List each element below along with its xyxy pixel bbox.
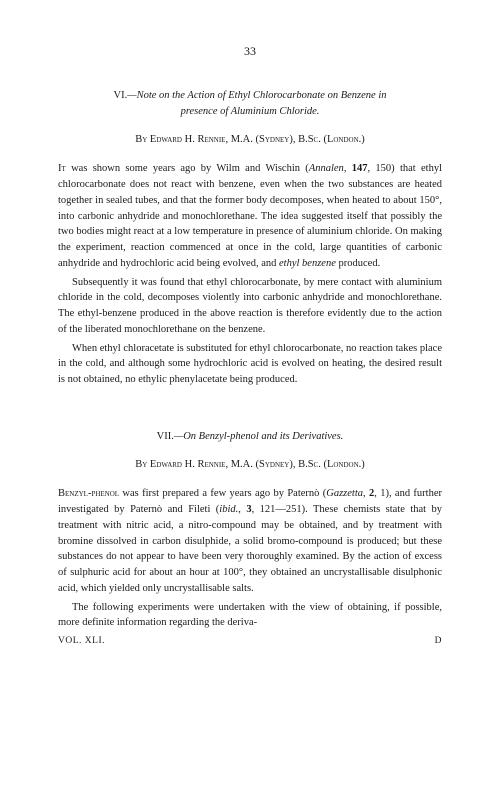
a2p1-b: was first prepared a few years ago by Pa… xyxy=(119,488,326,499)
section-gap xyxy=(58,391,442,429)
article-1-credentials: M.A. (Sydney), B.Sc. (London.) xyxy=(228,134,365,145)
article-1-title-line1: Note on the Action of Ethyl Chlorocarbon… xyxy=(137,90,387,101)
footer-left: VOL. XLI. xyxy=(58,634,105,648)
page-number: 33 xyxy=(58,42,442,60)
para1-journal: Annalen xyxy=(309,163,344,174)
a2p1-f: , 121—251). These chemists state that by… xyxy=(58,504,442,594)
para1-cont: , xyxy=(344,163,352,174)
para1-fin: produced. xyxy=(336,258,380,269)
article-1-title-line2: presence of Aluminium Chloride. xyxy=(181,106,320,117)
a2p1-j2: ibid. xyxy=(219,504,238,515)
article-2-para-1: Benzyl-phenol was first prepared a few y… xyxy=(58,486,442,596)
para1-end: , 150) that ethyl chlorocarbonate does n… xyxy=(58,163,442,269)
para1-body: was shown some years ago by Wilm and Wis… xyxy=(66,163,309,174)
article-1-author: By Edward H. Rennie, M.A. (Sydney), B.Sc… xyxy=(58,132,442,148)
article-1-number: VI. xyxy=(114,90,128,101)
a2p1-j1: Gazzetta xyxy=(326,488,363,499)
page-container: 33 VI.—Note on the Action of Ethyl Chlor… xyxy=(0,0,500,668)
article-2-author-name: Edward H. Rennie, xyxy=(150,459,228,470)
article-2-by: By xyxy=(135,459,150,470)
article-1-by: By xyxy=(135,134,150,145)
article-2-number: VII. xyxy=(157,431,174,442)
para1-ital: ethyl benzene xyxy=(279,258,336,269)
para1-dropword: It xyxy=(58,163,66,174)
para1-vol: 147 xyxy=(352,163,368,174)
article-2-title: VII.—On Benzyl-phenol and its Derivative… xyxy=(58,429,442,445)
article-1-para-1: It was shown some years ago by Wilm and … xyxy=(58,161,442,271)
article-1-title: VI.—Note on the Action of Ethyl Chloroca… xyxy=(58,88,442,120)
article-1-para-2: Subsequently it was found that ethyl chl… xyxy=(58,275,442,338)
article-1-author-name: Edward H. Rennie, xyxy=(150,134,228,145)
article-2-title-text: On Benzyl-phenol and its Derivatives. xyxy=(183,431,343,442)
footer-right: D xyxy=(435,634,442,648)
article-2-author: By Edward H. Rennie, M.A. (Sydney), B.Sc… xyxy=(58,457,442,473)
a2p1-a: Benzyl-phenol xyxy=(58,488,119,499)
article-2-para-2: The following experiments were undertake… xyxy=(58,600,442,632)
article-2-credentials: M.A. (Sydney), B.Sc. (London.) xyxy=(228,459,365,470)
page-footer: VOL. XLI. D xyxy=(58,634,442,648)
article-1-para-3: When ethyl chloracetate is substituted f… xyxy=(58,341,442,388)
